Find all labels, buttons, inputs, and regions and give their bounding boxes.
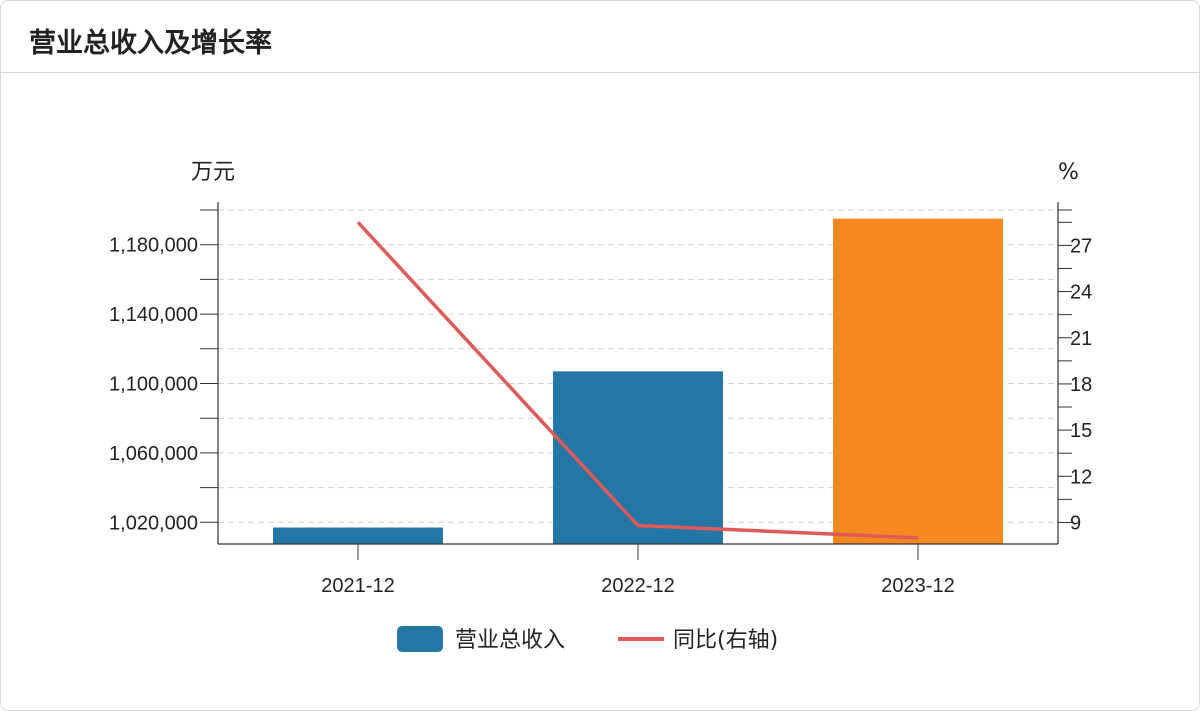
x-tick-label: 2023-12 <box>881 575 954 597</box>
left-tick-label: 1,140,000 <box>109 304 198 326</box>
right-tick-label: 24 <box>1070 282 1092 304</box>
bar <box>833 218 1003 544</box>
card-header: 营业总收入及增长率 <box>1 1 1199 73</box>
x-tick-label: 2022-12 <box>601 575 674 597</box>
left-axis-unit: 万元 <box>191 160 235 185</box>
right-tick-label: 12 <box>1070 466 1092 488</box>
right-axis-unit: % <box>1058 160 1079 185</box>
legend-bar-label: 营业总收入 <box>455 628 565 653</box>
legend-line-label: 同比(右轴) <box>673 628 778 653</box>
right-tick-label: 27 <box>1070 235 1092 257</box>
left-tick-label: 1,180,000 <box>109 235 198 257</box>
left-tick-label: 1,100,000 <box>109 374 198 396</box>
legend-bar-swatch <box>397 626 443 652</box>
right-tick-label: 21 <box>1070 328 1092 350</box>
x-tick-label: 2021-12 <box>321 575 394 597</box>
bar <box>553 371 723 544</box>
left-tick-label: 1,060,000 <box>109 443 198 465</box>
right-tick-label: 15 <box>1070 420 1092 442</box>
bar <box>273 527 443 544</box>
growth-line <box>356 221 919 540</box>
right-tick-label: 9 <box>1070 512 1081 534</box>
left-tick-label: 1,020,000 <box>109 512 198 534</box>
right-tick-label: 18 <box>1070 374 1092 396</box>
card-title: 营业总收入及增长率 <box>29 28 272 59</box>
